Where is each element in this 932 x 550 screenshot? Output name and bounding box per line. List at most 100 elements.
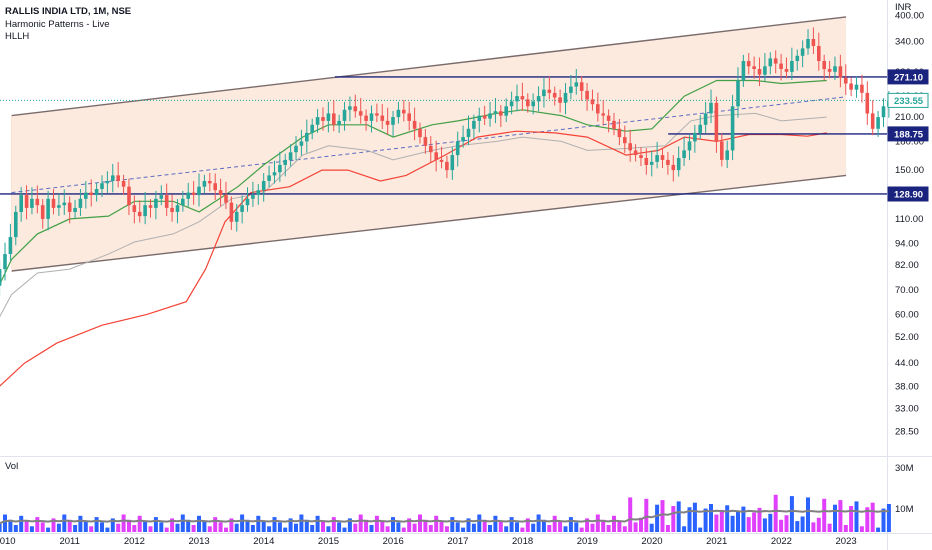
candle[interactable] [720, 141, 724, 160]
candle[interactable] [256, 190, 261, 195]
candle[interactable] [676, 158, 681, 171]
volume-bar[interactable] [671, 506, 676, 532]
candle[interactable] [78, 198, 83, 208]
candle[interactable] [698, 124, 702, 133]
candle[interactable] [827, 69, 832, 72]
candle[interactable] [353, 106, 358, 112]
candle[interactable] [472, 120, 476, 129]
volume-bar[interactable] [816, 517, 821, 532]
volume-bar[interactable] [655, 504, 660, 532]
candle[interactable] [213, 183, 217, 191]
volume-bar[interactable] [719, 509, 724, 532]
volume-bar[interactable] [267, 526, 272, 532]
candle[interactable] [391, 117, 395, 125]
volume-bar[interactable] [590, 523, 595, 532]
volume-bar[interactable] [477, 514, 482, 533]
candle[interactable] [876, 117, 880, 129]
candle[interactable] [116, 175, 120, 181]
volume-bar[interactable] [773, 494, 778, 532]
volume-bar[interactable] [337, 522, 342, 532]
volume-bar[interactable] [35, 517, 40, 532]
candle[interactable] [644, 158, 649, 165]
volume-bar[interactable] [304, 519, 309, 533]
volume-bar[interactable] [703, 508, 708, 532]
candle[interactable] [617, 128, 622, 138]
candle[interactable] [434, 152, 438, 160]
volume-bar[interactable] [461, 527, 466, 532]
volume-bar[interactable] [67, 519, 72, 533]
candle[interactable] [57, 205, 61, 208]
volume-bar[interactable] [331, 517, 336, 532]
volume-bar[interactable] [709, 504, 713, 532]
candle[interactable] [741, 61, 746, 81]
volume-bar[interactable] [865, 507, 870, 532]
volume-bar[interactable] [617, 521, 622, 532]
volume-bar[interactable] [127, 519, 131, 533]
candle[interactable] [466, 128, 471, 138]
volume-bar[interactable] [870, 502, 875, 532]
volume-bar[interactable] [450, 517, 455, 532]
volume-bar[interactable] [784, 515, 789, 532]
volume-bar[interactable] [137, 515, 142, 532]
volume-bar[interactable] [24, 521, 29, 532]
candle[interactable] [294, 145, 298, 153]
volume-bar[interactable] [121, 514, 126, 533]
volume-bar[interactable] [159, 522, 164, 532]
volume-bar[interactable] [418, 514, 422, 533]
volume-bar[interactable] [288, 518, 293, 532]
volume-bar[interactable] [471, 523, 476, 532]
volume-bar[interactable] [207, 526, 212, 532]
volume-bar[interactable] [504, 526, 509, 532]
candle[interactable] [493, 111, 498, 114]
volume-bar[interactable] [100, 522, 104, 532]
candle[interactable] [375, 113, 379, 116]
volume-bar[interactable] [380, 521, 385, 532]
volume-bar[interactable] [423, 519, 428, 533]
candle[interactable] [245, 198, 250, 206]
volume-bar[interactable] [628, 497, 633, 532]
candle[interactable] [175, 205, 180, 212]
candle[interactable] [649, 161, 654, 165]
volume-bar[interactable] [0, 523, 2, 532]
candle[interactable] [558, 97, 562, 103]
volume-bar[interactable] [353, 523, 358, 532]
candle[interactable] [623, 137, 627, 144]
volume-bar[interactable] [240, 514, 245, 533]
volume-bar[interactable] [558, 521, 563, 532]
volume-bar[interactable] [224, 527, 228, 532]
candle[interactable] [170, 207, 174, 212]
volume-bar[interactable] [633, 522, 638, 532]
candle[interactable] [326, 113, 331, 121]
candle[interactable] [601, 113, 605, 116]
volume-bar[interactable] [498, 521, 503, 532]
candle[interactable] [552, 92, 557, 98]
candle[interactable] [105, 181, 110, 184]
candle[interactable] [606, 115, 611, 121]
volume-bar[interactable] [250, 525, 255, 532]
volume-bar[interactable] [89, 526, 94, 532]
volume-bar[interactable] [94, 517, 99, 532]
candle[interactable] [94, 189, 99, 195]
volume-bar[interactable] [62, 514, 67, 533]
volume-bar[interactable] [639, 517, 643, 532]
volume-bar[interactable] [746, 517, 751, 532]
candle[interactable] [773, 58, 778, 64]
candle[interactable] [30, 198, 34, 208]
volume-bar[interactable] [261, 521, 266, 532]
candle[interactable] [202, 181, 207, 187]
candle[interactable] [746, 61, 751, 67]
candle[interactable] [736, 80, 740, 107]
candle[interactable] [574, 82, 579, 87]
volume-bar[interactable] [682, 526, 687, 532]
candle[interactable] [455, 141, 460, 156]
candle[interactable] [19, 195, 23, 212]
volume-bar[interactable] [434, 515, 439, 532]
volume-bar[interactable] [595, 514, 600, 533]
volume-bar[interactable] [439, 521, 444, 532]
volume-bar[interactable] [482, 519, 487, 533]
candle[interactable] [3, 254, 7, 270]
candle[interactable] [358, 111, 363, 116]
volume-bar[interactable] [579, 527, 584, 532]
candle[interactable] [337, 120, 341, 125]
candle[interactable] [229, 202, 234, 222]
